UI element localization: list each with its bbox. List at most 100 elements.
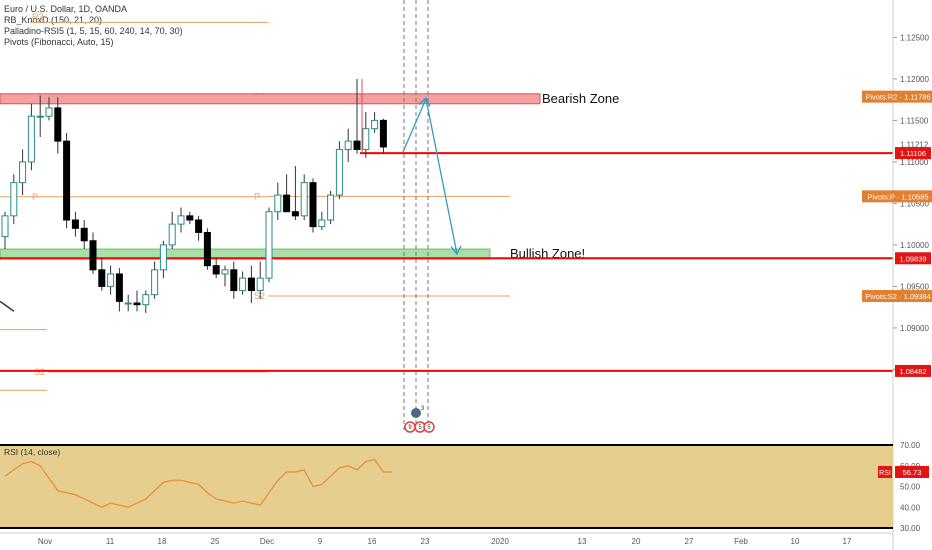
candle-body: [159, 244, 167, 271]
level-tag-label: Pivots:S2 · 1.09384: [865, 292, 930, 301]
candle-body: [89, 240, 97, 271]
candle-30: [265, 207, 273, 283]
symbol-title: Euro / U.S. Dollar, 1D, OANDA: [4, 4, 128, 14]
candle-body: [124, 302, 132, 305]
candle-26: [230, 261, 238, 299]
pivot-label-s2: S2: [254, 291, 265, 301]
candle-body: [274, 194, 282, 213]
candle-12: [107, 265, 115, 295]
candle-body: [63, 140, 71, 221]
candle-6: [54, 97, 62, 154]
level-tag-3: [895, 252, 931, 265]
candle-2: [19, 149, 27, 196]
indicator-pivots[interactable]: Pivots (Fibonacci, Auto, 15): [4, 37, 114, 47]
rsi-tick-label: 40.00: [900, 503, 921, 512]
candle-34: [300, 174, 308, 220]
candle-16: [142, 290, 150, 313]
trend-segment: [0, 300, 15, 312]
rsi-tag-value: 56.73: [903, 468, 922, 477]
candle-21: [186, 211, 194, 225]
candle-31: [274, 182, 282, 220]
candle-9: [80, 220, 88, 250]
time-label: Feb: [734, 537, 748, 546]
level-tag-label: 1.09839: [899, 254, 926, 263]
candle-body: [362, 128, 370, 150]
time-label: 25: [211, 537, 220, 546]
time-label: 27: [685, 537, 694, 546]
rsi-line: [4, 458, 393, 508]
event-badge-count: 3: [421, 406, 425, 412]
candle-29: [256, 261, 264, 299]
price-tick-label: 1.09500: [900, 282, 929, 291]
candle-3: [27, 103, 35, 171]
bearish-zone-label: Bearish Zone: [542, 91, 619, 106]
candle-body: [221, 269, 229, 275]
time-label: 16: [368, 537, 377, 546]
candle-36: [318, 211, 326, 230]
price-extra-label: 1.11212: [900, 140, 929, 149]
pivot-label-p: P: [254, 191, 260, 201]
candle-41: [362, 112, 370, 158]
event-badge-label: 5: [418, 425, 422, 431]
rsi-background: [0, 445, 893, 528]
candle-33: [291, 166, 299, 220]
candle-24: [212, 257, 220, 279]
time-label: 17: [843, 537, 852, 546]
level-tag-label: Pivots:R2 · 1.11786: [865, 93, 930, 102]
projection-arrow-down: [450, 245, 462, 256]
chart-legend: Euro / U.S. Dollar, 1D, OANDA RB_KnoxD (…: [4, 4, 183, 48]
time-label: 2020: [491, 537, 509, 546]
candle-body: [71, 219, 79, 229]
candle-body: [203, 231, 211, 267]
candle-20: [177, 207, 185, 233]
candle-body: [168, 223, 176, 246]
candle-body: [256, 277, 264, 292]
rsi-label: RSI (14, close): [4, 447, 60, 457]
time-label: 23: [421, 537, 430, 546]
pivot-label-r2-old: R2: [32, 12, 44, 22]
candle-22: [195, 215, 203, 241]
time-label: Nov: [38, 537, 52, 546]
candle-body: [344, 140, 352, 150]
candle-4: [36, 95, 44, 137]
level-tag-label: Pivots:P · 1.10585: [867, 192, 928, 201]
candle-32: [283, 174, 291, 213]
candle-23: [203, 228, 211, 270]
candle-body: [291, 211, 299, 217]
candle-40: [353, 78, 361, 154]
time-label: 13: [578, 537, 587, 546]
candle-body: [45, 107, 53, 117]
candle-17: [151, 261, 159, 299]
candle-body: [115, 273, 123, 302]
projection-arrow-up: [418, 96, 431, 107]
candle-body: [142, 294, 150, 306]
candle-body: [54, 107, 62, 142]
rsi-tick-label: 50.00: [900, 483, 921, 492]
candle-body: [80, 227, 88, 242]
candle-body: [300, 182, 308, 217]
indicator-knoxd[interactable]: RB_KnoxD (150, 21, 20): [4, 15, 103, 25]
pivot-label-p-old: P: [32, 192, 38, 202]
candle-body: [318, 219, 326, 228]
event-badge-2: [423, 421, 435, 433]
candle-body: [335, 148, 343, 196]
candle-38: [335, 141, 343, 200]
time-label: Dec: [260, 537, 274, 546]
rsi-tick-label: 70.00: [900, 441, 921, 450]
time-label: 11: [106, 537, 115, 546]
rsi-tag-name: RSI: [879, 470, 891, 477]
time-label: 20: [632, 537, 641, 546]
event-badge-label: 9: [408, 425, 412, 431]
candle-11: [98, 257, 106, 291]
price-tick-label: 1.12000: [900, 75, 929, 84]
candle-body: [10, 182, 18, 217]
indicator-palladino-rsi5[interactable]: Palladino-RSI5 (1, 5, 15, 60, 240, 14, 7…: [4, 26, 183, 36]
candle-19: [168, 211, 176, 250]
level-tag-0: [862, 90, 932, 103]
level-tag-label: 1.08482: [899, 367, 926, 376]
projection-path: [402, 96, 458, 255]
candle-body: [265, 211, 273, 279]
candle-body: [107, 273, 115, 287]
level-tag-4: [862, 290, 932, 303]
